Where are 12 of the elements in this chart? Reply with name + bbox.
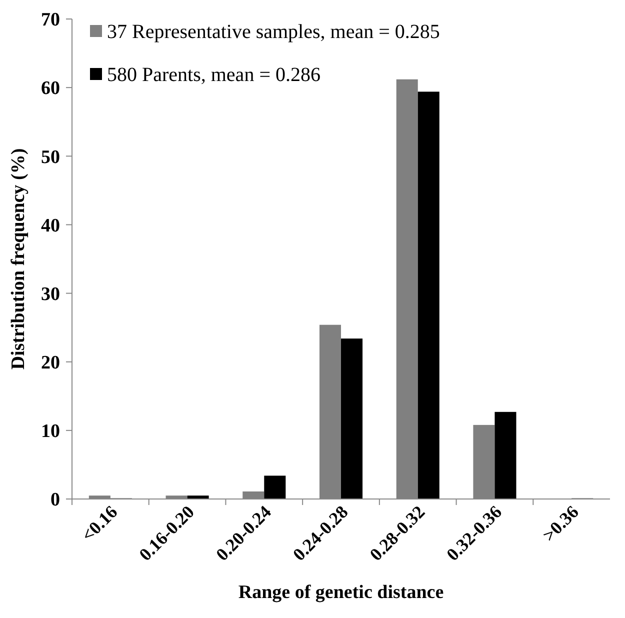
y-axis-title: Distribution frequency (%): [8, 148, 29, 370]
y-tick-label: 70: [41, 10, 60, 31]
legend-label: 580 Parents, mean = 0.286: [107, 64, 320, 86]
x-axis-title: Range of genetic distance: [238, 582, 444, 603]
y-tick-label: 50: [41, 146, 60, 168]
y-tick-label: 0: [50, 490, 60, 511]
y-tick-label: 60: [41, 78, 60, 100]
y-tick-label: 10: [41, 421, 60, 442]
y-tick-label: 40: [41, 215, 60, 236]
y-tick-label: 30: [41, 284, 60, 305]
y-tick-label: 20: [41, 352, 60, 374]
legend-label: 37 Representative samples, mean = 0.285: [107, 21, 440, 43]
